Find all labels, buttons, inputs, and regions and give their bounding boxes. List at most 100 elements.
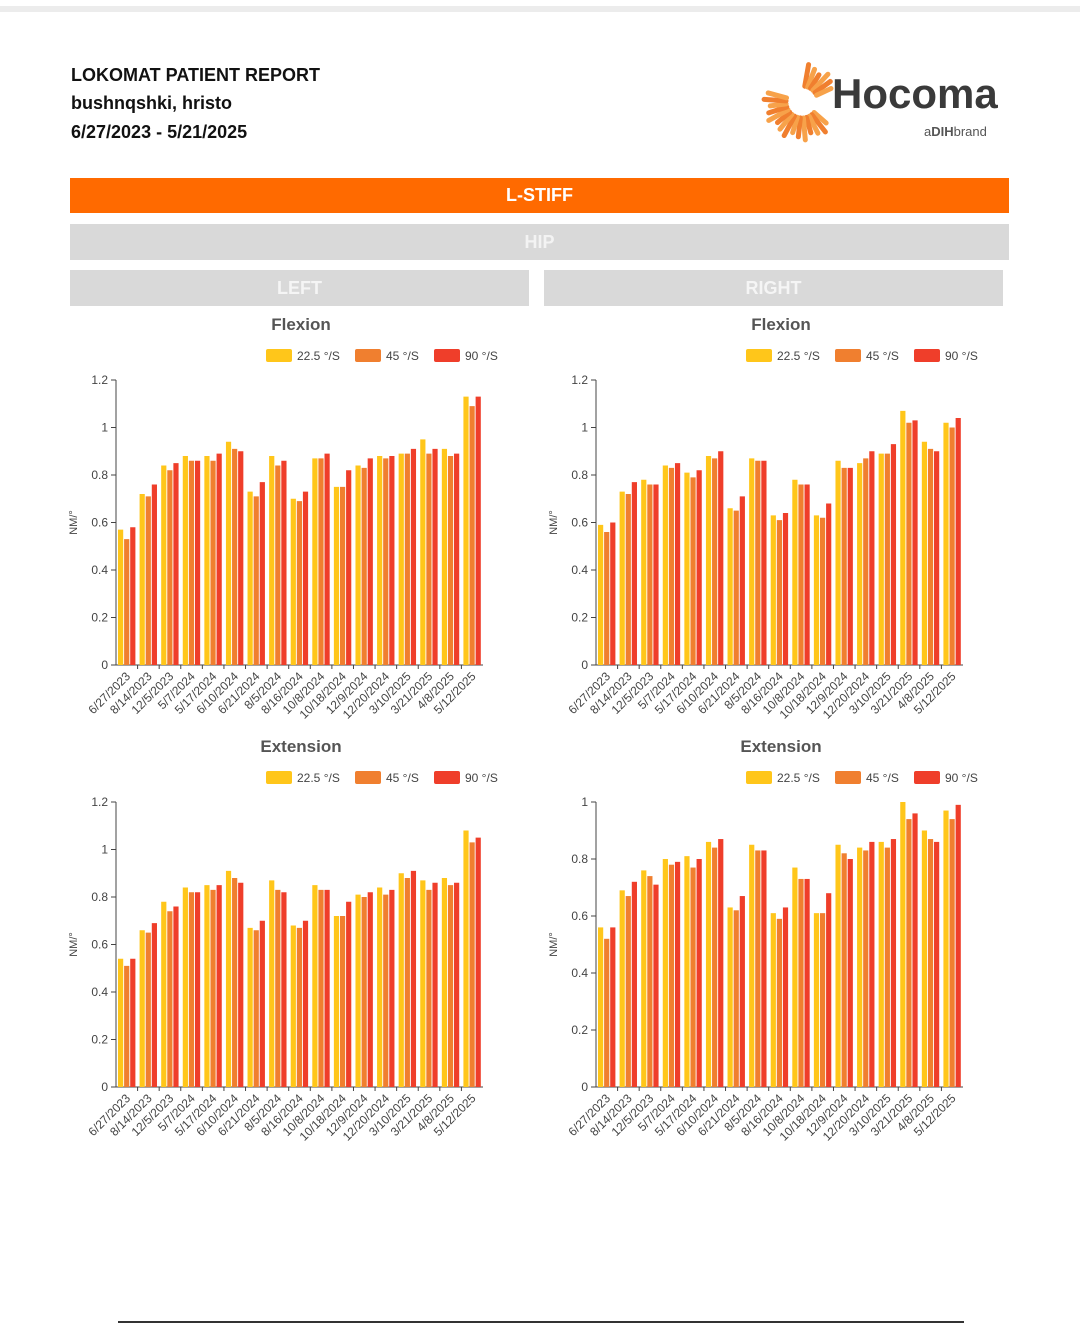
legend-swatch (434, 771, 460, 784)
bar (182, 887, 188, 1087)
bar (420, 439, 426, 665)
bar (798, 484, 804, 665)
logo-ray (812, 78, 833, 96)
bar (712, 847, 718, 1087)
y-axis-label: NM/° (548, 510, 560, 535)
bar (604, 532, 610, 665)
bar (259, 482, 265, 665)
bar (302, 491, 309, 665)
legend-swatch (355, 771, 381, 784)
bar (847, 859, 853, 1087)
logo-ray (761, 96, 789, 104)
bar (118, 958, 124, 1087)
bar (389, 456, 395, 665)
y-axis-label: NM/° (548, 932, 560, 957)
bar (653, 484, 659, 665)
legend-swatch (355, 349, 381, 362)
bar (410, 448, 417, 665)
bar (367, 892, 373, 1087)
bar (194, 892, 201, 1087)
bar (943, 810, 949, 1087)
logo-ray (767, 101, 789, 109)
legend-label: 45 °/S (386, 349, 419, 363)
bar (826, 503, 832, 665)
legend-label: 90 °/S (945, 771, 978, 785)
bar (690, 867, 696, 1087)
legend-label: 45 °/S (866, 349, 899, 363)
bar (398, 873, 404, 1087)
bar (377, 887, 383, 1087)
bar (324, 453, 330, 665)
y-tick-label: 1 (101, 421, 108, 435)
bar (339, 916, 346, 1087)
bar (826, 893, 832, 1087)
bar (733, 910, 739, 1087)
logo-ray (809, 112, 828, 135)
bar (139, 494, 145, 665)
bar (955, 418, 961, 665)
logo-ray (774, 109, 793, 126)
bar (857, 847, 863, 1087)
bar (604, 938, 610, 1087)
bar (275, 889, 281, 1087)
legend-swatch (914, 349, 940, 362)
bar (934, 451, 940, 665)
bar (232, 878, 238, 1087)
bar (204, 885, 210, 1087)
bar (857, 463, 863, 665)
section-hip-header: HIP (70, 224, 1009, 260)
logo-ray (777, 111, 795, 132)
bar (124, 539, 130, 665)
bar (921, 441, 928, 665)
bar (389, 889, 395, 1087)
bar (225, 441, 232, 665)
bar (949, 819, 955, 1087)
y-tick-label: 1 (581, 421, 588, 435)
bar (727, 907, 733, 1087)
y-tick-label: 0.2 (571, 1023, 588, 1037)
legend-label: 22.5 °/S (777, 771, 820, 785)
bar (804, 484, 810, 665)
logo-ray (795, 115, 803, 140)
y-tick-label: 0.6 (91, 938, 108, 952)
y-tick-label: 0.8 (571, 852, 588, 866)
bar (312, 885, 318, 1087)
bar (355, 465, 361, 665)
bar (955, 804, 961, 1087)
bar (290, 925, 296, 1087)
bar (339, 486, 346, 665)
bar (625, 896, 631, 1087)
bar (367, 458, 373, 665)
brand-tagline-suffix: brand (954, 124, 987, 139)
logo-ray (800, 115, 808, 143)
bar (463, 830, 469, 1087)
bar (869, 451, 875, 665)
bar (943, 422, 949, 665)
bar (869, 841, 875, 1087)
svg-text:aDIHbrand: aDIHbrand (924, 124, 987, 139)
left-flexion-chart: Flexion 22.5 °/S 45 °/S 90 °/S NM/° 0 0.2 0.4 0.… (68, 315, 498, 722)
bar (705, 456, 712, 665)
bar (383, 894, 389, 1087)
logo-ray (765, 90, 790, 101)
bar (755, 460, 761, 665)
bar (749, 458, 755, 665)
bar (161, 465, 167, 665)
bar (792, 479, 798, 665)
bar (281, 460, 287, 665)
legend-label: 90 °/S (945, 349, 978, 363)
bar (705, 841, 712, 1087)
left-side-header: LEFT (70, 270, 529, 306)
bar (346, 901, 352, 1087)
logo-ray (805, 66, 818, 90)
bar (318, 458, 324, 665)
legend-label: 45 °/S (386, 771, 419, 785)
bar (210, 460, 216, 665)
logo-ray (814, 85, 834, 98)
bar (739, 496, 745, 665)
bar (863, 850, 869, 1087)
bar (647, 484, 653, 665)
left-extension-chart: Extension 22.5 °/S 45 °/S 90 °/S NM/° 0 0.2 0.4… (68, 737, 498, 1144)
bar (878, 453, 884, 665)
bar (275, 465, 281, 665)
